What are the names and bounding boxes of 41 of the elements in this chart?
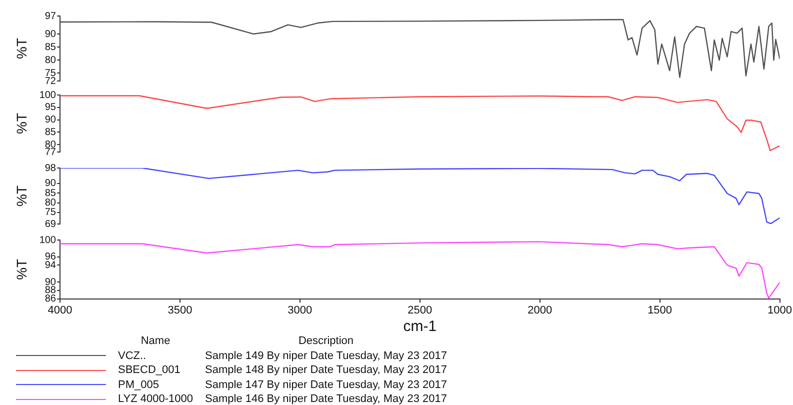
- x-tick-label: 4000: [48, 304, 72, 316]
- y-tick-label: 97: [44, 10, 56, 22]
- x-axis-title: cm-1: [403, 318, 437, 336]
- y-tick-label: 90: [44, 28, 56, 40]
- y-tick-label: 90: [44, 178, 56, 190]
- y-tick-label: 77: [44, 146, 56, 158]
- y-tick-label: 72: [44, 76, 56, 87]
- x-tick-label: 2500: [408, 304, 432, 316]
- legend-title: Name: [140, 334, 172, 348]
- y-tick-label: 94: [44, 260, 56, 271]
- y-tick-label: 100: [39, 90, 56, 101]
- y-axis-title: %T: [13, 185, 30, 206]
- text: SBECD_001: [117, 363, 182, 378]
- y-tick-label: 95: [44, 102, 56, 114]
- y-tick-label: 75: [44, 207, 56, 218]
- text: Sample 148 By niper Date Tuesday, May 23 2017: [204, 363, 448, 378]
- x-tick-label: 3000: [288, 304, 312, 316]
- y-tick-label: 86: [44, 294, 56, 305]
- text: Description: [297, 334, 355, 348]
- text: Sample 147 By niper Date Tuesday, May 23 2017: [204, 378, 448, 392]
- y-tick-label: 98: [44, 162, 56, 174]
- y-tick-label: 69: [44, 218, 56, 230]
- text: Sample 146 By niper Date Tuesday, May 23 2017: [204, 392, 448, 405]
- y-tick-label: 85: [44, 126, 56, 138]
- x-tick-label: 3500: [168, 304, 192, 316]
- x-tick-label: 1000: [768, 304, 792, 316]
- y-tick-label: 85: [44, 188, 56, 199]
- text: VCZ..: [117, 348, 148, 363]
- y-tick-label: 80: [44, 198, 56, 209]
- text: PM_005: [117, 378, 160, 392]
- y-tick-label: 80: [44, 54, 56, 66]
- text: LYZ 4000-1000: [117, 392, 194, 405]
- y-tick-label: 90: [44, 114, 56, 126]
- x-tick-label: 1500: [648, 304, 672, 316]
- y-axis-title: %T: [13, 38, 30, 59]
- y-tick-label: 85: [44, 42, 56, 53]
- text: Sample 149 By niper Date Tuesday, May 23 2017: [204, 348, 448, 363]
- y-axis-title: %T: [13, 258, 30, 280]
- y-axis-title: %T: [13, 112, 30, 134]
- y-tick-label: 100: [39, 234, 56, 246]
- x-tick-label: 2000: [528, 304, 552, 316]
